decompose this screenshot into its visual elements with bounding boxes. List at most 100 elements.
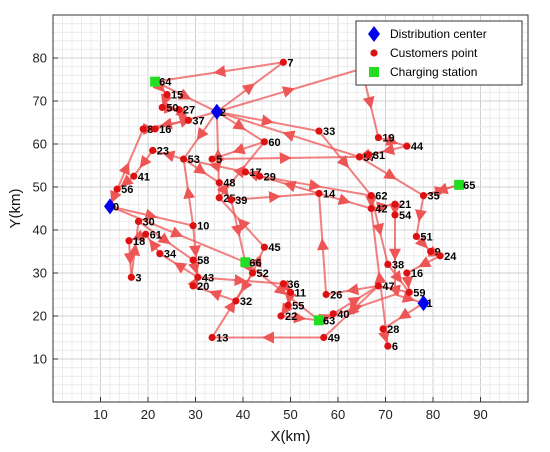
customer-label: 11	[295, 287, 307, 299]
customer-label: 61	[150, 229, 162, 241]
customer-label: 41	[138, 171, 150, 183]
customer-point	[139, 125, 147, 133]
x-tick-label: 20	[141, 407, 155, 422]
customer-label: 14	[323, 188, 336, 200]
route-segment	[318, 192, 372, 210]
customer-label: 56	[121, 184, 133, 196]
customer-label: 27	[183, 105, 195, 117]
customer-label: 52	[257, 268, 269, 280]
route-segment	[152, 149, 184, 163]
customer-point	[284, 301, 292, 309]
charging-station-label: 63	[323, 315, 335, 327]
customer-point	[163, 90, 171, 99]
customer-point	[412, 232, 420, 241]
customer-label: 38	[392, 259, 404, 271]
route-segment	[318, 130, 373, 197]
customer-point	[215, 179, 223, 187]
customer-point	[175, 106, 183, 114]
customer-label: 13	[216, 333, 228, 345]
x-tick-label: 40	[236, 407, 250, 422]
charging-station-marker	[150, 76, 161, 87]
customer-label: 16	[159, 124, 171, 136]
customer-point	[403, 142, 411, 150]
legend-label: Charging station	[390, 65, 477, 79]
customer-point	[194, 273, 202, 281]
customer-point	[403, 269, 411, 277]
customer-label: 22	[285, 311, 297, 323]
customer-label: 23	[157, 145, 169, 157]
route-segment	[423, 182, 460, 197]
route-segment	[216, 110, 265, 143]
customer-point	[158, 103, 166, 112]
charging-station-label: 66	[249, 257, 261, 269]
customer-point	[374, 133, 382, 142]
customer-label: 54	[399, 210, 412, 222]
legend-square-icon	[369, 67, 379, 77]
route-segment	[218, 197, 266, 248]
route-segment	[212, 152, 360, 165]
customer-point	[260, 138, 268, 146]
charging-station-marker	[314, 315, 324, 326]
customer-point	[279, 280, 287, 288]
customer-point	[215, 194, 223, 202]
customer-point	[384, 342, 392, 350]
route-segment	[378, 134, 408, 148]
customer-label: 26	[330, 290, 342, 302]
nodes: 7152750378162353541561233601944573117294…	[104, 57, 475, 353]
customer-point	[419, 192, 428, 200]
route-segment	[216, 67, 363, 113]
y-axis-label: Y(km)	[7, 189, 24, 229]
customer-point	[384, 260, 392, 268]
customer-label: 9	[435, 247, 441, 259]
customer-label: 30	[143, 216, 155, 228]
customer-label: 16	[411, 268, 423, 280]
customer-point	[367, 192, 375, 200]
customer-label: 58	[197, 255, 209, 267]
route-segment	[218, 141, 266, 199]
customer-label: 32	[240, 296, 252, 308]
customer-point	[355, 153, 363, 161]
y-tick-label: 80	[33, 51, 47, 66]
customer-point	[189, 256, 197, 264]
customer-label: 62	[375, 191, 387, 203]
customer-point	[125, 237, 133, 245]
customer-label: 49	[328, 333, 340, 345]
customer-label: 24	[444, 251, 457, 263]
distribution-center-label: 2	[220, 107, 226, 119]
route-segment	[406, 254, 441, 274]
y-tick-label: 40	[33, 223, 47, 238]
route-segment	[188, 225, 201, 278]
customer-point	[391, 200, 399, 208]
customer-label: 29	[264, 171, 276, 183]
route-segment	[109, 128, 145, 207]
customer-point	[180, 155, 188, 163]
route-segment	[216, 110, 320, 133]
plot-frame	[52, 14, 529, 403]
distribution-center-marker	[104, 198, 116, 215]
route-segment	[280, 311, 320, 324]
customer-label: 20	[197, 281, 209, 293]
customer-label: 34	[164, 249, 177, 261]
x-tick-label: 30	[188, 407, 202, 422]
customer-label: 33	[323, 126, 335, 138]
customer-label: 47	[382, 281, 394, 293]
distribution-center-marker	[210, 103, 223, 120]
customer-label: 51	[420, 231, 432, 243]
customer-label: 48	[223, 178, 235, 190]
route-segment	[192, 284, 237, 302]
customer-label: 5	[216, 154, 222, 166]
charging-station-label: 65	[463, 180, 475, 192]
customer-point	[156, 250, 164, 258]
route-segment	[216, 61, 284, 113]
y-tick-label: 60	[33, 137, 47, 152]
customer-point	[315, 189, 323, 198]
customer-point	[436, 252, 444, 260]
customer-label: 60	[268, 137, 280, 149]
customer-point	[320, 333, 328, 342]
customer-point	[248, 269, 257, 277]
customer-point	[322, 290, 330, 299]
distribution-center-label: 0	[113, 201, 119, 213]
route-segment	[378, 284, 410, 297]
route-segment	[325, 283, 379, 296]
